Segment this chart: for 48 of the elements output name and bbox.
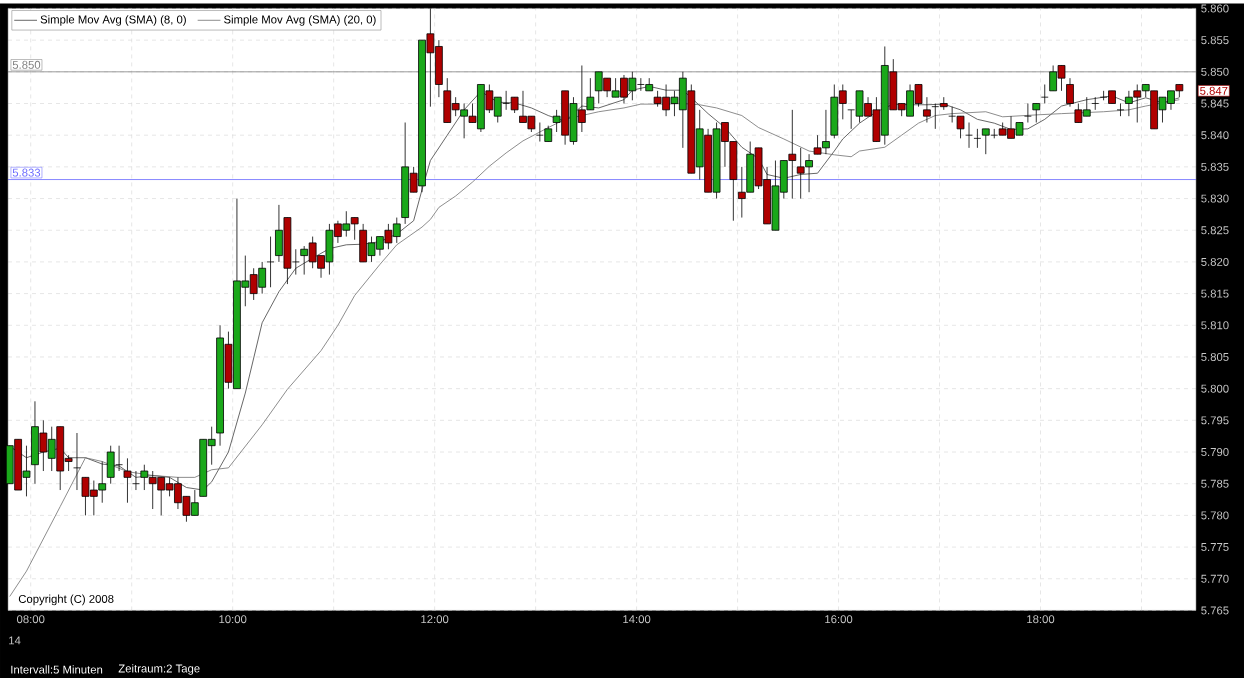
annotation: Copyright (C) 2008 [18,594,114,605]
y-tick-label: 5.860 [1201,4,1229,13]
candlestick [973,128,982,149]
candlestick [1091,96,1100,111]
y-tick-label: 5.805 [1201,352,1229,361]
y-tick-label: 5.835 [1201,162,1229,171]
y-tick-label: 5.795 [1201,416,1229,425]
y-tick-label: 5.855 [1201,35,1229,44]
candlestick [266,235,275,288]
ref-line-label: 5.833 [12,168,41,177]
candlestick [1040,83,1049,104]
legend-label: Simple Mov Avg (SMA) (8, 0) [40,14,186,26]
y-tick-label: 5.775 [1201,542,1229,551]
y-tick-label: 5.770 [1201,574,1229,583]
y-tick-label: 5.800 [1201,384,1229,393]
candlestick [1066,77,1074,107]
candlestick [1024,102,1032,123]
y-tick-label: 5.830 [1201,194,1229,203]
y-tick-label: 5.820 [1201,257,1229,266]
x-tick-label: 14:00 [623,614,651,623]
candlestick [923,96,931,123]
candlestick [132,470,140,491]
text: Intervall:5 Minuten [11,665,103,674]
y-tick-label: 5.780 [1201,511,1229,520]
y-tick-label: 5.825 [1201,226,1229,235]
y-tick-label: 5.840 [1201,130,1229,139]
y-tick-label: 5.790 [1201,447,1229,456]
x-tick-label: 10:00 [219,614,247,623]
text: 14 [9,636,21,645]
annotation: 5.847 [1200,86,1228,95]
x-tick-label: 16:00 [825,614,853,623]
y-tick-label: 5.845 [1201,99,1229,108]
x-tick-label: 08:00 [16,614,45,623]
y-tick-label: 5.785 [1201,479,1229,488]
candlestick [123,457,132,503]
candlestick [1032,102,1041,123]
legend-label: Simple Mov Avg (SMA) (20, 0) [224,14,376,26]
candlestick [73,432,81,491]
text: Zeitraum:2 Tage [118,663,200,675]
y-tick-label: 5.765 [1201,606,1229,615]
ref-line-label: 5.850 [12,60,41,69]
x-tick-label: 12:00 [421,614,449,623]
x-tick-label: 18:00 [1027,614,1055,623]
y-tick-label: 5.810 [1201,321,1229,330]
candlestick [965,121,973,149]
candlestick [1116,102,1125,117]
y-tick-label: 5.850 [1201,67,1229,76]
y-tick-label: 5.815 [1201,289,1229,298]
